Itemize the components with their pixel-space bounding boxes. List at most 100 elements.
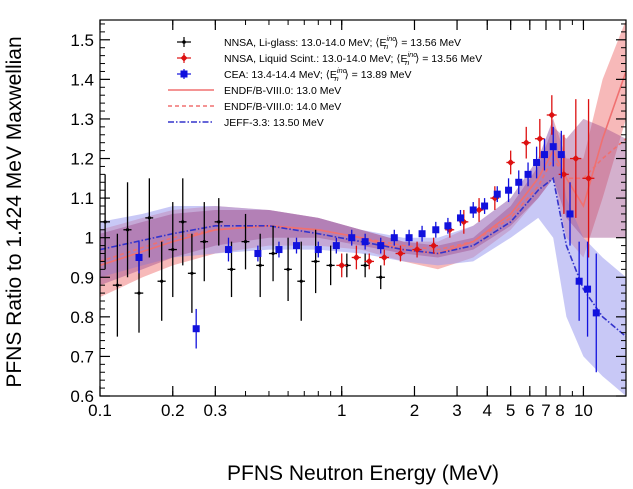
y-tick-label: 0.8 [70, 308, 94, 327]
data-point-s1-13 [534, 118, 545, 159]
data-point-s1-1 [351, 245, 361, 270]
data-point-s1-14 [546, 95, 557, 135]
data-point-s2-16 [456, 209, 464, 226]
data-point-s2-14 [432, 221, 440, 238]
legend-entry: ENDF/B-VIII.0: 13.0 MeV [168, 85, 341, 97]
x-tick-label: 7 [541, 401, 550, 420]
data-point-s0-15 [284, 237, 292, 302]
data-point-s1-15 [558, 134, 569, 214]
x-tick-label: 1 [337, 401, 346, 420]
data-point-s2-15 [444, 217, 452, 234]
data-point-s1-3 [379, 249, 390, 266]
x-tick-label: 0.3 [204, 401, 228, 420]
legend-entry: ENDF/B-VIII.0: 14.0 MeV [168, 101, 341, 113]
data-point-s0-20 [360, 253, 370, 278]
data-point-s1-17 [582, 99, 595, 258]
data-point-s1-6 [429, 237, 438, 254]
y-tick-label: 0.6 [70, 387, 94, 406]
data-point-s2-0 [135, 241, 143, 274]
data-point-s1-5 [412, 241, 422, 258]
data-point-s2-13 [418, 225, 426, 242]
data-point-s1-9 [474, 198, 484, 222]
x-tick-label: 3 [452, 401, 461, 420]
data-points [100, 95, 600, 373]
legend-entry: NNSA, Liquid Scint.: 13.0-14.0 MeV; ⟨Ein… [177, 50, 482, 67]
data-point-s2-29 [584, 241, 592, 337]
legend: NNSA, Li-glass: 13.0-14.0 MeV; ⟨Einc n ⟩ =… [168, 34, 482, 129]
x-tick-label: 8 [555, 401, 564, 420]
data-point-s0-9 [200, 202, 209, 282]
data-point-s2-4 [275, 241, 283, 258]
data-point-s2-30 [592, 253, 600, 373]
x-tick-label: 10 [574, 401, 593, 420]
svg-text:NNSA, Li-glass: 13.0-14.0 MeV;: NNSA, Li-glass: 13.0-14.0 MeV; ⟨Einc n ⟩ =… [224, 34, 461, 51]
data-point-s2-7 [332, 237, 340, 254]
data-point-s0-12 [241, 213, 250, 270]
data-point-s2-18 [481, 198, 489, 214]
data-point-s2-28 [575, 241, 583, 321]
data-point-s2-25 [549, 126, 557, 167]
legend-entry: NNSA, Li-glass: 13.0-14.0 MeV; ⟨Einc n ⟩ =… [177, 34, 461, 51]
x-tick-label: 5 [506, 401, 515, 420]
svg-text:NNSA, Liquid Scint.: 13.0-14.0: NNSA, Liquid Scint.: 13.0-14.0 MeV; ⟨Ein… [224, 50, 482, 67]
legend-entry: JEFF-3.3: 13.50 MeV [168, 117, 324, 129]
data-point-s2-8 [348, 229, 356, 246]
data-point-s2-22 [524, 162, 532, 187]
data-point-s0-6 [168, 202, 177, 298]
y-tick-label: 1.5 [70, 31, 94, 50]
data-point-s0-18 [326, 245, 335, 286]
data-point-s1-12 [521, 126, 531, 159]
data-point-s0-16 [297, 241, 306, 321]
data-point-s0-10 [214, 198, 223, 246]
y-tick-label: 1 [85, 229, 94, 248]
x-tick-label: 0.2 [161, 401, 185, 420]
x-tick-label: 4 [483, 401, 492, 420]
data-point-s2-21 [515, 170, 523, 195]
data-point-s1-16 [570, 99, 582, 218]
y-tick-label: 1.1 [70, 189, 94, 208]
data-point-s0-5 [157, 241, 166, 321]
svg-text:ENDF/B-VIII.0: 14.0 MeV: ENDF/B-VIII.0: 14.0 MeV [224, 101, 341, 113]
data-point-s0-8 [187, 233, 196, 313]
data-point-s0-1 [112, 233, 122, 337]
legend-entry: CEA: 13.4-14.4 MeV; ⟨Einc n ⟩ = 13.89 MeV [177, 66, 411, 83]
data-point-s0-13 [256, 233, 265, 298]
plot-frame [99, 19, 627, 397]
data-point-s0-17 [311, 229, 320, 294]
data-point-s2-2 [224, 237, 232, 262]
y-tick-label: 1.4 [70, 70, 94, 89]
data-point-s2-11 [390, 229, 398, 246]
y-tick-label: 1.3 [70, 110, 94, 129]
data-point-s0-4 [145, 178, 154, 258]
curve-0 [100, 71, 626, 267]
data-point-s1-11 [506, 150, 515, 175]
data-point-s2-23 [533, 146, 541, 179]
data-point-s2-24 [540, 138, 548, 171]
data-point-s0-2 [123, 182, 132, 278]
data-point-s2-19 [493, 186, 501, 203]
data-point-s0-7 [178, 178, 187, 266]
y-tick-label: 1.2 [70, 150, 94, 169]
svg-text:ENDF/B-VIII.0: 13.0 MeV: ENDF/B-VIII.0: 13.0 MeV [224, 85, 341, 97]
data-point-s1-0 [336, 253, 347, 278]
x-tick-label: 2 [410, 401, 419, 420]
data-point-s2-1 [192, 308, 200, 349]
data-point-s2-20 [505, 178, 513, 203]
data-point-s2-9 [361, 233, 369, 250]
x-tick-label: 6 [525, 401, 534, 420]
data-point-s2-12 [405, 229, 413, 246]
data-point-s2-26 [557, 130, 565, 179]
axis-ticks: 0.1 0.2 0.3 1 2 3 4 5 6 7 8 10 0.6 0.7 0.8 0.9 1 1.1 1.2 1.… [70, 20, 626, 420]
data-point-s1-4 [395, 245, 406, 262]
svg-text:JEFF-3.3: 13.50 MeV: JEFF-3.3: 13.50 MeV [224, 117, 324, 129]
data-point-s2-27 [566, 182, 574, 246]
data-point-s2-10 [377, 237, 385, 254]
data-point-s2-5 [292, 237, 300, 254]
evaluation-curves [100, 71, 626, 338]
x-tick-label: 0.1 [88, 401, 112, 420]
curve-2 [100, 176, 626, 338]
data-point-s0-21 [376, 265, 385, 290]
data-point-s2-17 [469, 202, 477, 218]
